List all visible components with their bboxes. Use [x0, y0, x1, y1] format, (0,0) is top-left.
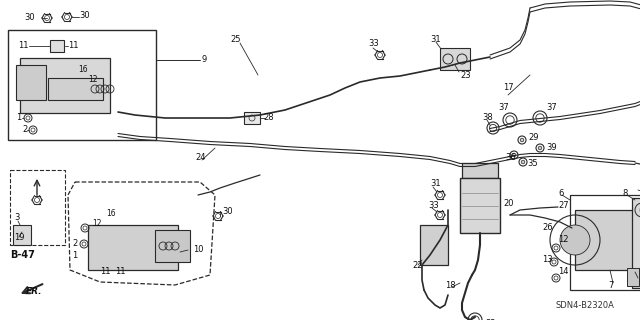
Circle shape [521, 160, 525, 164]
Text: 23: 23 [460, 70, 470, 79]
Text: 17: 17 [502, 84, 513, 92]
Text: 25: 25 [230, 36, 241, 44]
Circle shape [560, 225, 590, 255]
Text: 38: 38 [482, 114, 493, 123]
Text: 3: 3 [14, 213, 19, 222]
Bar [10, 170, 65, 245]
Text: 16: 16 [78, 66, 88, 75]
Text: 9: 9 [201, 55, 206, 65]
Bar [244, 112, 260, 124]
Text: 39: 39 [546, 143, 557, 153]
Text: 8: 8 [622, 188, 627, 197]
Bar [440, 48, 470, 70]
Text: SDN4-B2320A: SDN4-B2320A [555, 300, 614, 309]
Text: 1: 1 [72, 252, 77, 260]
Text: 19: 19 [14, 233, 24, 242]
Text: 32: 32 [485, 318, 495, 320]
Circle shape [639, 272, 640, 278]
Bar [155, 230, 190, 262]
Text: 2: 2 [72, 239, 77, 249]
Text: 12: 12 [558, 236, 568, 244]
Text: B-47: B-47 [10, 250, 35, 260]
Text: 30: 30 [79, 12, 90, 20]
Text: 28: 28 [263, 114, 274, 123]
Text: 29: 29 [528, 133, 538, 142]
Bar [88, 225, 178, 270]
Text: 37: 37 [546, 102, 557, 111]
Circle shape [512, 153, 516, 157]
Text: 35: 35 [527, 158, 538, 167]
Text: 6: 6 [558, 188, 563, 197]
Text: 7: 7 [608, 281, 613, 290]
Text: 1: 1 [16, 114, 21, 123]
Text: 20: 20 [503, 198, 513, 207]
Text: 37: 37 [498, 102, 509, 111]
Text: 2: 2 [22, 125, 28, 134]
Bar [570, 195, 640, 290]
Bar [420, 225, 448, 265]
Text: 11: 11 [18, 42, 29, 51]
Text: 12: 12 [92, 220, 102, 228]
Text: 36: 36 [505, 154, 516, 163]
Text: 30: 30 [222, 207, 232, 217]
Text: 31: 31 [430, 179, 440, 188]
Bar [8, 30, 156, 140]
Text: 18: 18 [445, 281, 456, 290]
Bar [20, 58, 110, 113]
Text: 33: 33 [428, 201, 439, 210]
Circle shape [639, 207, 640, 213]
Bar [48, 78, 103, 100]
Bar [462, 163, 498, 178]
Bar [50, 40, 64, 52]
Text: 22: 22 [412, 260, 422, 269]
Text: 11: 11 [115, 268, 125, 276]
Text: 14: 14 [558, 268, 568, 276]
Text: 33: 33 [368, 39, 379, 49]
Text: 26: 26 [542, 223, 552, 233]
Text: 31: 31 [430, 36, 440, 44]
Circle shape [538, 146, 542, 150]
Text: 30: 30 [24, 13, 35, 22]
Bar [627, 268, 639, 286]
Circle shape [520, 138, 524, 142]
Text: 27: 27 [558, 201, 568, 210]
Bar [632, 198, 640, 288]
Text: 10: 10 [193, 245, 204, 254]
Text: 24: 24 [195, 154, 205, 163]
Text: 12: 12 [88, 76, 97, 84]
Bar [575, 210, 640, 270]
Text: FR.: FR. [26, 287, 42, 297]
Text: 16: 16 [106, 210, 116, 219]
Text: 11: 11 [100, 268, 111, 276]
Bar [460, 178, 500, 233]
Bar [13, 225, 31, 245]
Text: 11: 11 [68, 42, 79, 51]
Text: 13: 13 [542, 255, 552, 265]
Bar [16, 65, 46, 100]
